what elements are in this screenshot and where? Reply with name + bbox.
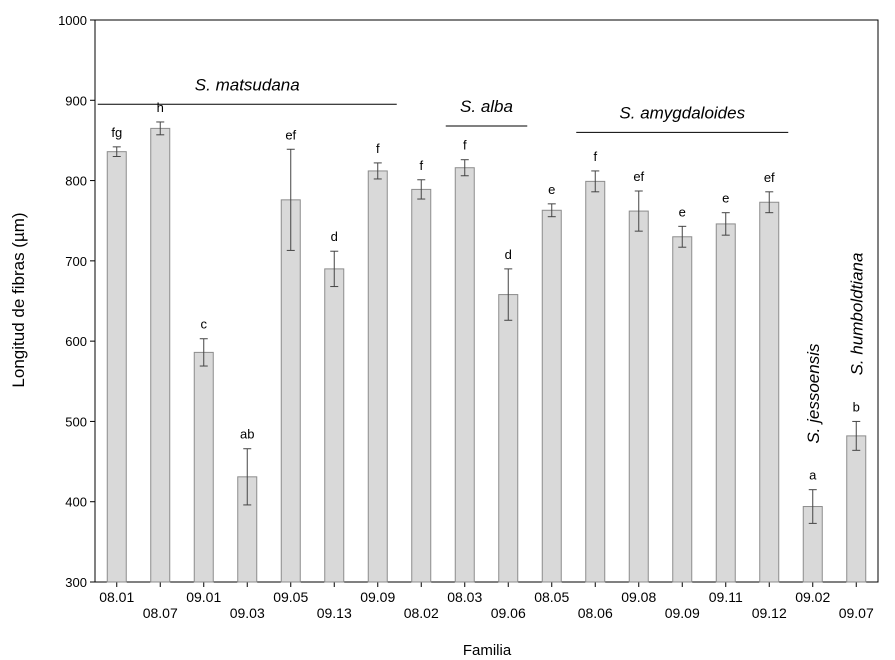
- x-tick-label: 08.03: [447, 589, 482, 605]
- x-tick-label: 08.01: [99, 589, 134, 605]
- bar: [585, 180, 606, 583]
- x-tick-label: 09.13: [317, 605, 352, 621]
- significance-letter: fg: [111, 125, 122, 140]
- significance-letter: ef: [633, 169, 644, 184]
- bar: [541, 209, 562, 583]
- significance-letter: f: [463, 138, 467, 153]
- bar: [280, 199, 301, 583]
- bar: [411, 188, 432, 583]
- x-tick-label: 08.02: [404, 605, 439, 621]
- bar: [846, 435, 867, 583]
- y-tick-label: 400: [65, 495, 87, 510]
- y-tick-label: 800: [65, 174, 87, 189]
- significance-letter: b: [853, 399, 860, 414]
- bar: [759, 201, 780, 583]
- x-tick-label: 09.09: [360, 589, 395, 605]
- significance-letter: a: [809, 468, 817, 483]
- significance-letter: e: [548, 182, 555, 197]
- significance-letter: ef: [285, 127, 296, 142]
- y-tick-labels: 300 400 500 600 700 800 900 1000: [58, 13, 87, 590]
- x-tick-label: 09.09: [665, 605, 700, 621]
- x-tick-label: 08.07: [143, 605, 178, 621]
- x-axis-label: Familia: [463, 642, 512, 659]
- bar: [715, 223, 736, 583]
- significance-letter: d: [331, 229, 338, 244]
- species-label-vertical: S. humboldtiana: [847, 253, 866, 376]
- significance-letter: ab: [240, 427, 254, 442]
- significance-letter: ef: [764, 170, 775, 185]
- species-group-label: S. amygdaloides: [619, 103, 745, 122]
- bar: [193, 351, 214, 583]
- significance-letter: c: [201, 317, 208, 332]
- bars: [106, 127, 867, 583]
- bar: [498, 294, 519, 583]
- x-tick-labels: 08.01 08.07 09.01 09.03 09.05 09.13 09.09 08.02…: [99, 589, 874, 621]
- significance-letter: f: [376, 141, 380, 156]
- significance-letter: f: [419, 158, 423, 173]
- bar: [672, 236, 693, 583]
- error-bars: [112, 121, 861, 524]
- x-tick-label: 08.05: [534, 589, 569, 605]
- x-tick-label: 09.11: [709, 589, 743, 605]
- y-tick-label: 500: [65, 414, 87, 429]
- x-tick-label: 09.12: [752, 605, 787, 621]
- y-tick-label: 900: [65, 93, 87, 108]
- species-group-label: S. alba: [460, 97, 513, 116]
- x-tick-label: 09.08: [621, 589, 656, 605]
- significance-letter: e: [679, 204, 686, 219]
- plot-frame: [94, 19, 879, 583]
- species-group-label: S. matsudana: [195, 75, 300, 94]
- axes: [90, 19, 879, 587]
- x-tick-label: 09.05: [273, 589, 308, 605]
- bar: [324, 268, 345, 583]
- bar: [150, 127, 171, 583]
- bar: [367, 170, 388, 583]
- bar: [454, 167, 475, 583]
- y-tick-label: 300: [65, 575, 87, 590]
- significance-letter: d: [505, 247, 512, 262]
- x-tick-label: 09.02: [795, 589, 830, 605]
- x-tick-label: 09.01: [186, 589, 221, 605]
- significance-letter: h: [157, 100, 164, 115]
- x-tick-label: 09.06: [491, 605, 526, 621]
- x-tick-label: 09.03: [230, 605, 265, 621]
- y-tick-label: 600: [65, 334, 87, 349]
- species-groups: S. matsudana S. alba S. amygdaloides S. jes…: [97, 75, 866, 444]
- y-tick-label: 1000: [58, 13, 87, 28]
- bar: [106, 151, 127, 583]
- significance-letter: f: [593, 149, 597, 164]
- bar: [628, 210, 649, 583]
- species-label-vertical: S. jessoensis: [804, 343, 823, 444]
- y-tick-label: 700: [65, 254, 87, 269]
- y-axis-label: Longitud de fibras (µm): [9, 212, 28, 387]
- significance-letter: e: [722, 191, 729, 206]
- x-tick-label: 09.07: [839, 605, 874, 621]
- x-tick-label: 08.06: [578, 605, 613, 621]
